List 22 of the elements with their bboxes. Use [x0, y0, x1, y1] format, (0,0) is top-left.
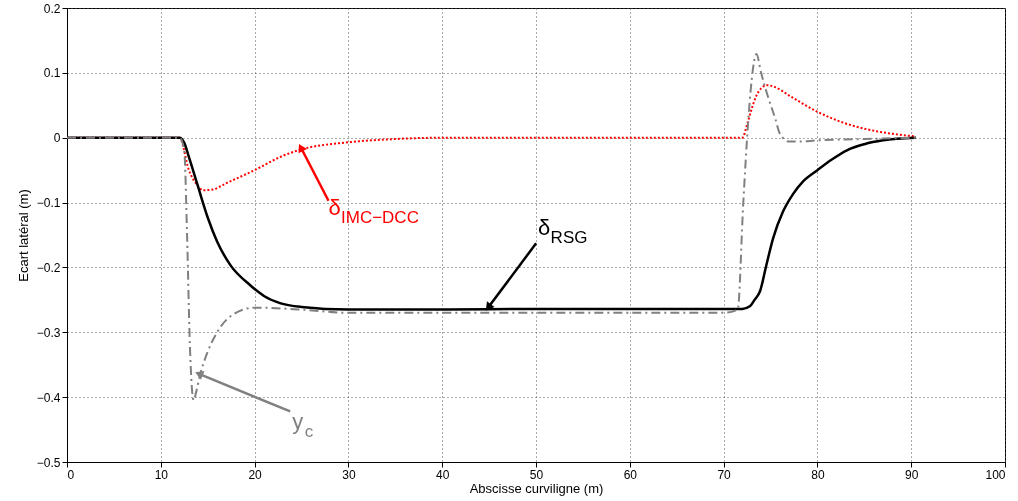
x-axis-title: Abscisse curviligne (m) [469, 480, 604, 496]
x-tick-label: 20 [248, 467, 263, 482]
x-tick-label: 10 [154, 467, 169, 482]
x-tick-label: 40 [436, 467, 450, 482]
x-tick-label: 60 [623, 467, 638, 482]
x-tick-label: 100 [985, 467, 1006, 482]
x-tick-label: 80 [811, 467, 825, 482]
x-tick-label: 50 [529, 467, 544, 482]
y-axis-title: Ecart latéral (m) [15, 189, 31, 282]
y-tick-label: −0.2 [36, 260, 61, 275]
x-tick-label: 90 [905, 467, 919, 482]
y-tick-label: 0 [53, 131, 61, 146]
x-tick-label: 30 [342, 467, 356, 482]
line-series [67, 53, 917, 402]
x-tick-label: 70 [717, 467, 732, 482]
y-tick-label: −0.1 [36, 196, 61, 211]
y-tick-label: −0.5 [36, 455, 61, 470]
y-tick-label: 0.2 [43, 1, 61, 16]
x-tick-label: 0 [67, 467, 75, 482]
y-tick-label: 0.1 [43, 66, 61, 81]
y-tick-label: −0.3 [36, 325, 61, 340]
y-tick-label: −0.4 [36, 390, 61, 405]
